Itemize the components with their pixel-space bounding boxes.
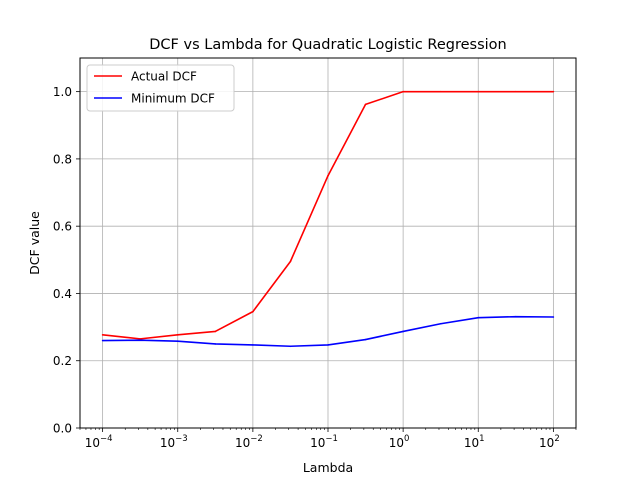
x-tick-label-base: 10: [464, 436, 479, 450]
data-point-minimum-dcf: [327, 344, 329, 346]
data-point-actual-dcf: [364, 103, 367, 106]
y-tick-label: 0.0: [53, 422, 72, 436]
x-tick-label-exponent: 0: [404, 434, 409, 444]
legend-label-minimum-dcf: Minimum DCF: [131, 92, 215, 106]
x-tick-label-exponent: 1: [479, 434, 484, 444]
data-point-actual-dcf: [252, 310, 254, 313]
y-tick-label: 0.6: [53, 220, 72, 234]
data-point-minimum-dcf: [289, 345, 292, 348]
chart-title: DCF vs Lambda for Quadratic Logistic Reg…: [149, 37, 506, 53]
ticks: 10−4 10−3 10−2 10−1 100 101 1020.00.20.40.60.8…: [53, 85, 577, 450]
data-point-minimum-dcf: [514, 315, 517, 318]
data-point-actual-dcf: [477, 90, 480, 93]
x-tick-label: 100: [389, 434, 410, 450]
x-tick-label: 101: [464, 434, 485, 450]
data-point-actual-dcf: [139, 338, 141, 340]
x-tick-label: 10−4: [85, 434, 113, 450]
x-tick-label: 10−3: [160, 434, 188, 450]
data-point-minimum-dcf: [402, 330, 404, 333]
x-tick-label: 102: [539, 434, 560, 450]
data-point-actual-dcf: [289, 260, 292, 263]
x-tick-label-base: 10: [539, 436, 554, 450]
y-tick-label: 0.8: [53, 152, 72, 166]
data-point-minimum-dcf: [139, 339, 141, 342]
x-tick-label-base: 10: [160, 436, 175, 450]
data-point-actual-dcf: [439, 90, 442, 93]
x-tick-label-base: 10: [389, 436, 404, 450]
data-point-actual-dcf: [101, 334, 104, 336]
x-tick-label-exponent: −1: [325, 434, 338, 444]
y-tick-label: 0.4: [53, 287, 72, 301]
data-point-actual-dcf: [214, 330, 217, 333]
data-point-minimum-dcf: [252, 344, 254, 346]
data-point-minimum-dcf: [364, 338, 367, 341]
x-tick-label-base: 10: [235, 436, 250, 450]
data-point-minimum-dcf: [101, 339, 104, 342]
data-point-actual-dcf: [402, 90, 404, 93]
legend: Actual DCF Minimum DCF: [86, 64, 235, 112]
data-point-minimum-dcf: [176, 340, 179, 343]
y-axis-label: DCF value: [27, 211, 42, 275]
y-tick-label: 0.2: [53, 354, 72, 368]
x-axis-label: Lambda: [303, 460, 353, 475]
x-tick-label-exponent: −2: [250, 434, 263, 444]
data-point-actual-dcf: [514, 90, 517, 93]
data-point-actual-dcf: [327, 174, 329, 177]
data-point-actual-dcf: [176, 334, 179, 336]
y-tick-label: 1.0: [53, 85, 72, 99]
x-tick-label-base: 10: [310, 436, 325, 450]
data-point-actual-dcf: [552, 90, 555, 93]
x-tick-label-exponent: −3: [175, 434, 188, 444]
x-tick-label-exponent: −4: [100, 434, 113, 444]
x-tick-label-exponent: 2: [554, 434, 559, 444]
data-point-minimum-dcf: [214, 343, 217, 345]
legend-label-actual-dcf: Actual DCF: [131, 70, 197, 84]
legend-box: [86, 64, 235, 112]
data-point-minimum-dcf: [439, 322, 442, 325]
x-tick-label: 10−2: [235, 434, 263, 450]
x-tick-label-base: 10: [85, 436, 100, 450]
x-tick-label: 10−1: [310, 434, 338, 450]
data-point-minimum-dcf: [477, 316, 480, 319]
series-layer: [101, 90, 555, 348]
data-point-minimum-dcf: [552, 316, 555, 318]
